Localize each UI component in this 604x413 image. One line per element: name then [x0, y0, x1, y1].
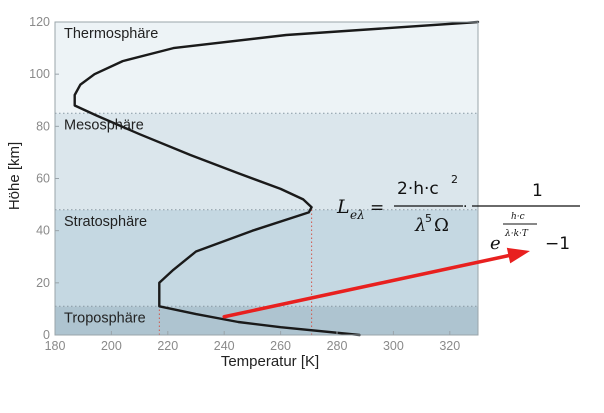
formula-den1: λ	[414, 215, 426, 236]
formula-den1-tail: Ω	[434, 215, 449, 236]
formula-dot: ·	[463, 199, 467, 215]
formula-num2: 1	[532, 181, 543, 201]
x-tick-label: 280	[327, 339, 348, 353]
arrow-head	[506, 247, 530, 264]
y-tick-label: 100	[29, 67, 50, 81]
layer-label-2: Mesosphäre	[64, 117, 144, 133]
formula-den2-tail: −1	[545, 234, 570, 254]
y-axis-label: Höhe [km]	[6, 142, 23, 210]
layer-labels: Troposphäre Stratosphäre Mesosphäre Thermos…	[64, 26, 158, 326]
y-tick-label: 40	[36, 224, 50, 238]
formula-equals: =	[370, 198, 384, 218]
formula-num1: 2·h·c	[397, 179, 439, 199]
reference-lines	[158, 209, 313, 335]
y-tick-label: 0	[43, 328, 50, 342]
formula-lhs: L	[336, 196, 350, 218]
y-tick-label: 20	[36, 276, 50, 290]
formula-den2-exp-num: h·c	[511, 212, 525, 222]
layer-band-0	[55, 306, 478, 335]
formula-lhs-subscript: eλ	[350, 208, 365, 222]
formula-den1-exp: 5	[425, 212, 432, 225]
y-tick-label: 120	[29, 15, 50, 29]
x-tick-label: 320	[439, 339, 460, 353]
planck-formula: L eλ = 2·h·c 2 λ 5 Ω · 1 e h·c λ·k·T −1	[336, 173, 580, 254]
formula-den2-base: e	[490, 233, 501, 254]
layer-label-0: Troposphäre	[64, 310, 146, 326]
x-tick-label: 240	[214, 339, 235, 353]
x-tick-label: 200	[101, 339, 122, 353]
formula-num1-exp: 2	[451, 173, 458, 186]
formula-den2-exp-den: λ·k·T	[504, 229, 529, 239]
red-arrow	[222, 247, 530, 319]
arrow-shaft	[222, 253, 511, 319]
temperature-profile	[73, 20, 480, 337]
temperature-line	[73, 20, 480, 337]
x-tick-label: 180	[45, 339, 66, 353]
x-tick-label: 220	[157, 339, 178, 353]
axis-ticks: 180 200 220 240 260 280 300 320 0 20 40 60 80 100 120	[29, 15, 460, 353]
layer-label-3: Thermosphäre	[64, 26, 158, 42]
y-tick-label: 60	[36, 172, 50, 186]
x-tick-label: 260	[270, 339, 291, 353]
x-axis-label: Temperatur [K]	[221, 353, 319, 370]
x-tick-label: 300	[383, 339, 404, 353]
y-tick-label: 80	[36, 119, 50, 133]
layer-label-1: Stratosphäre	[64, 214, 147, 230]
